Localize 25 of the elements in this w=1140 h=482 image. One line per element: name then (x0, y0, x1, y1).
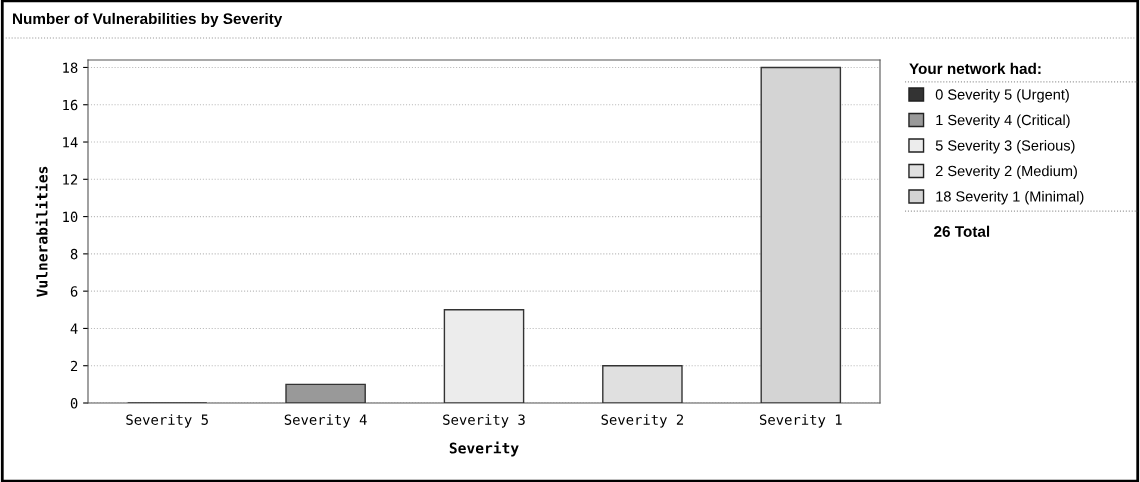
y-tick-label: 12 (63, 174, 78, 185)
chart-title: Number of Vulnerabilities by Severity (13, 12, 283, 28)
x-axis-title: Severity (449, 441, 519, 457)
y-axis-title: Vulnerabilities (35, 166, 48, 297)
y-tick-label: 4 (70, 323, 78, 334)
y-tick-label: 14 (63, 137, 78, 148)
y-tick-label: 10 (63, 211, 78, 223)
x-tick-label: Severity 3 (443, 414, 525, 428)
x-tick-label: Severity 4 (284, 414, 367, 428)
y-tick-label: 2 (70, 360, 78, 372)
legend-label: 18 Severity 1 (Minimal) (936, 190, 1084, 205)
legend-label: 0 Severity 5 (Urgent) (935, 88, 1069, 103)
x-tick-label: Severity 5 (126, 414, 208, 428)
legend-label: 5 Severity 3 (Serious) (935, 139, 1075, 154)
y-tick-label: 18 (63, 62, 78, 73)
y-tick-label: 16 (63, 99, 78, 111)
legend-label: 2 Severity 2 (Medium) (935, 165, 1077, 180)
y-tick-label: 6 (70, 286, 78, 297)
x-tick-label: Severity 2 (601, 414, 684, 428)
y-tick-label: 0 (70, 398, 78, 409)
legend-label: 1 Severity 4 (Critical) (936, 114, 1070, 129)
text: 26 Total (934, 225, 990, 237)
x-tick-label: Severity 1 (759, 414, 842, 428)
legend-title: Your network had: (909, 62, 1041, 75)
y-tick-label: 8 (70, 248, 78, 260)
